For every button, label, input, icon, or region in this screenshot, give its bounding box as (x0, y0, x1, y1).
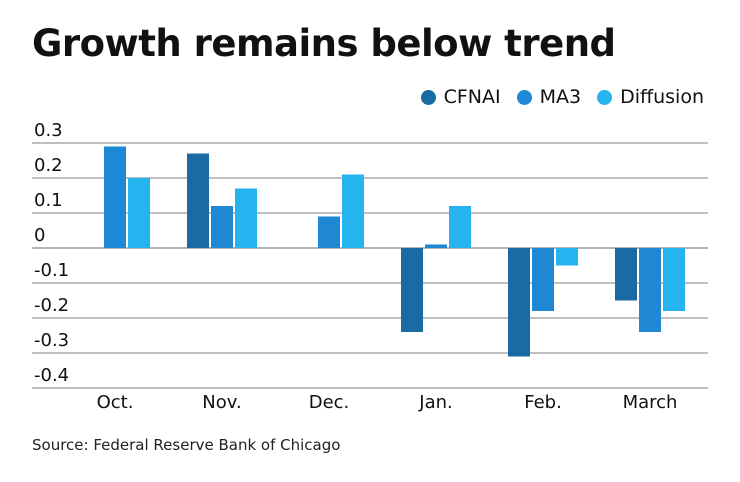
y-tick-label: -0.1 (34, 260, 69, 281)
legend-item-ma3: MA3 (516, 86, 582, 108)
source-note: Source: Federal Reserve Bank of Chicago (32, 436, 341, 454)
y-tick-label: 0.3 (34, 120, 63, 141)
bar-diffusion-0 (128, 178, 150, 248)
y-tick-label: 0 (34, 225, 45, 246)
bar-ma3-1 (211, 206, 233, 248)
bar-ma3-4 (532, 248, 554, 311)
legend-swatch (597, 89, 613, 105)
bar-ma3-0 (104, 146, 126, 248)
bar-diffusion-1 (235, 188, 257, 248)
x-tick-label: Jan. (418, 392, 452, 413)
legend-swatch (516, 89, 532, 105)
bar-cfnai-5 (615, 248, 637, 301)
y-tick-label: 0.2 (34, 155, 63, 176)
bar-diffusion-3 (449, 206, 471, 248)
bar-cfnai-4 (508, 248, 530, 357)
bar-diffusion-4 (556, 248, 578, 266)
legend-item-cfnai: CFNAI (420, 86, 501, 108)
bar-cfnai-3 (401, 248, 423, 332)
y-tick-label: 0.1 (34, 190, 63, 211)
legend-item-diffusion: Diffusion (597, 86, 704, 108)
bar-diffusion-5 (663, 248, 685, 311)
legend-swatch (420, 89, 436, 105)
legend-label: MA3 (539, 86, 582, 108)
x-tick-label: Nov. (202, 392, 241, 413)
y-tick-label: -0.3 (34, 330, 69, 351)
chart-title: Growth remains below trend (32, 22, 616, 65)
legend-label: CFNAI (443, 86, 501, 108)
legend-label: Diffusion (620, 86, 704, 108)
y-tick-label: -0.2 (34, 295, 69, 316)
bar-diffusion-2 (342, 174, 364, 248)
x-tick-label: Dec. (309, 392, 350, 413)
bar-cfnai-1 (187, 153, 209, 248)
x-tick-label: Feb. (524, 392, 562, 413)
y-tick-label: -0.4 (34, 365, 69, 386)
x-tick-label: March (623, 392, 678, 413)
bar-ma3-5 (639, 248, 661, 332)
legend: CFNAI MA3 Diffusion (420, 86, 704, 108)
bar-ma3-3 (425, 244, 447, 248)
bar-ma3-2 (318, 216, 340, 248)
x-tick-label: Oct. (97, 392, 134, 413)
